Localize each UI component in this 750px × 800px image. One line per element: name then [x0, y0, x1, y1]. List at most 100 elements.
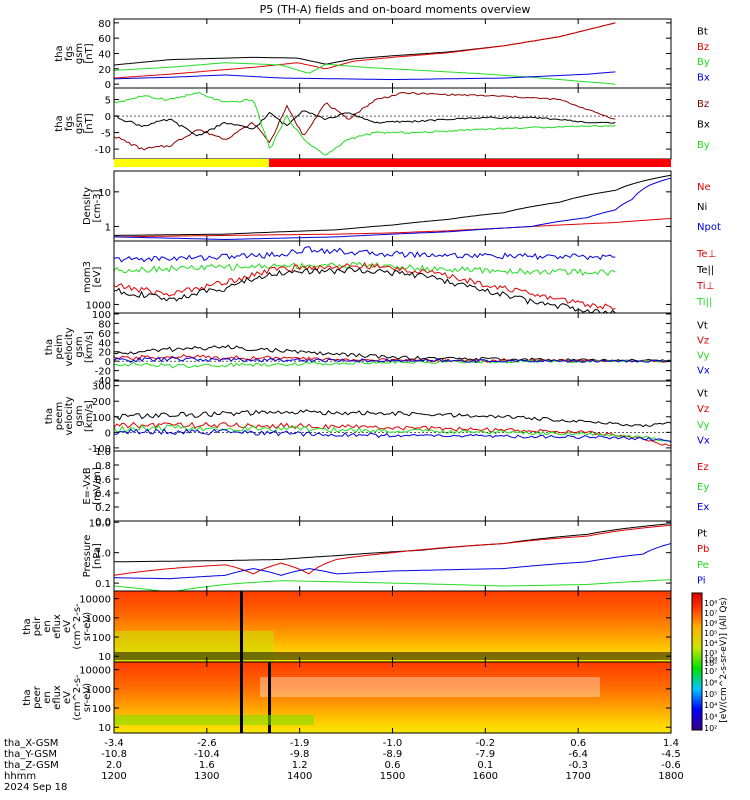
y-axis-label: mom3 [82, 261, 93, 293]
y-tick-label: 1.0 [95, 447, 111, 458]
series-line-te [113, 262, 616, 310]
y-tick-label: 100 [92, 633, 111, 644]
colorbar-tick-label: 10³ [704, 649, 717, 658]
plot-title: P5 (TH-A) fields and on-board moments ov… [260, 3, 531, 16]
legend-entry: Pb [697, 544, 709, 555]
y-tick-label: 1.0 [95, 549, 111, 560]
colorbar-tick-label: 10⁸ [704, 656, 717, 665]
panel-temperature: 1000 mom3 [eV] Te⊥ Te|| Ti⊥ Ti|| [82, 240, 716, 314]
panel-fgs: 0 20 40 60 80 tha fgs gsm [nT] Bt Bz By Bx [54, 18, 710, 91]
y-tick-label: -5 [101, 129, 111, 140]
y-axis-label: eV [62, 691, 73, 704]
colorbar-tick-label: 10⁶ [704, 619, 717, 628]
colorbar-scale [691, 592, 703, 731]
y-tick-label: 200 [92, 397, 111, 408]
spectrogram-noise-band [114, 652, 671, 660]
y-tick-label: 0.4 [95, 489, 111, 500]
time-axis-label: hhmm [4, 771, 36, 782]
legend-entry: By [697, 140, 710, 151]
panel-background [114, 241, 671, 313]
series-line-ti [113, 246, 616, 263]
y-tick-label: 10 [98, 723, 111, 734]
y-axis-label: eV [62, 620, 73, 633]
colorbar-tick-label: 10⁴ [704, 701, 717, 710]
legend-entry: By [697, 57, 710, 68]
y-axis-label: Density [82, 187, 93, 225]
y-tick-label: 0.0 [95, 517, 111, 528]
panel-e_field: 0.0 0.2 0.4 0.6 0.8 1.0E=-VxB [mV/m] Ez Ey Ex [82, 447, 709, 528]
legend-entry: Bx [697, 73, 710, 84]
panel-peir_spectrogram: 10 100 1000 10000 tha peir en eflux eV (cm^2-s-sr… [22, 590, 672, 663]
y-tick-label: 10 [98, 652, 111, 663]
y-axis-label: gsm [74, 113, 85, 134]
spectrogram-low-energy-band [114, 715, 314, 725]
time-axis: tha_X-GSM -3.4 -2.6 -1.9 -1.0 -0.2 0.6 1.4 tha_Y… [4, 738, 684, 793]
series-line-npot [114, 177, 672, 241]
y-tick-label: 40 [98, 338, 111, 349]
y-tick-label: 0 [105, 428, 111, 439]
y-tick-label: 1000 [86, 685, 111, 696]
y-axis-label: sr-eV) [82, 612, 93, 641]
time-tick-label: 1300 [194, 771, 219, 782]
legend-entry: Ni [697, 202, 707, 213]
y-axis-label: tha [44, 339, 55, 355]
y-axis-label: tha [44, 408, 55, 424]
legend-entry: Te⊥ [696, 249, 716, 260]
y-axis-label: sr-eV) [82, 683, 93, 712]
legend-entry: Bz [697, 42, 709, 53]
colorbar-tick-label: 10² [704, 659, 717, 668]
panel-background [114, 521, 671, 591]
ephemeris-value: -3.4 [104, 738, 124, 749]
y-axis-label: [nPa] [92, 543, 103, 569]
y-axis-label: tha [22, 618, 33, 634]
y-tick-label: 100 [92, 413, 111, 424]
panel-frame [113, 240, 672, 314]
date-label: 2024 Sep 18 [4, 782, 67, 793]
colorbar-tick-label: 10⁵ [704, 690, 717, 699]
ephemeris-value: 0.6 [570, 738, 586, 749]
y-tick-label: 0.8 [95, 461, 111, 472]
colorbar: 10²10²10³10³10⁴10⁴10⁵10⁵10⁶10⁶10⁷10⁷10⁸1… [691, 592, 729, 733]
ephemeris-value: -0.6 [661, 760, 681, 771]
y-tick-label: 10 [98, 188, 111, 199]
panel-background [114, 313, 671, 381]
ephemeris-value: -7.9 [476, 749, 496, 760]
ephemeris-value: -1.0 [383, 738, 403, 749]
y-axis-label: [nT] [84, 113, 95, 133]
colorbar-tick-label: 10⁴ [704, 639, 717, 648]
series-line-vt [113, 409, 672, 428]
y-axis-label: [eV] [92, 267, 103, 288]
y-tick-label: 0 [105, 112, 111, 123]
legend-entry: Bt [697, 27, 708, 38]
y-axis-label: eflux [52, 685, 63, 710]
time-tick-label: 1600 [473, 771, 498, 782]
ephemeris-value: -6.4 [568, 749, 588, 760]
y-tick-label: 20 [98, 65, 111, 76]
series-line-bx [113, 110, 616, 137]
series-line-ne [113, 218, 672, 238]
series-line-vz [113, 421, 672, 446]
mode-bar-fast [269, 159, 671, 167]
y-tick-label: 100 [92, 310, 111, 321]
series-line-pb [113, 524, 672, 576]
ephemeris-label: tha_Z-GSM [4, 760, 59, 771]
y-axis-label: tha [54, 45, 65, 61]
y-tick-label: -10 [95, 145, 111, 156]
ephemeris-value: 1.2 [292, 760, 308, 771]
y-tick-label: 10000 [79, 595, 111, 606]
y-axis-label: velocity [64, 396, 75, 435]
y-tick-label: 100 [92, 704, 111, 715]
colorbar-tick-label: 10⁸ [704, 599, 717, 608]
legend-entry: Npot [697, 222, 721, 233]
time-tick-label: 1200 [101, 771, 126, 782]
y-axis-label: velocity [64, 327, 75, 366]
series-line-ti [113, 261, 616, 277]
ephemeris-value: -10.4 [194, 749, 220, 760]
panel-frame [113, 170, 672, 242]
colorbar-tick-label: 10⁶ [704, 678, 717, 687]
series-line-bx [113, 71, 616, 81]
ephemeris-value: -2.6 [197, 738, 217, 749]
y-tick-label: -20 [95, 367, 111, 378]
panel-background [114, 451, 671, 521]
